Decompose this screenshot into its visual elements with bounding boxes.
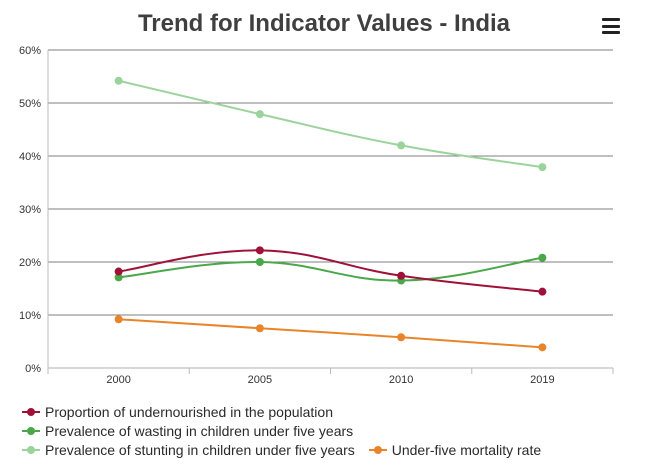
y-tick-label: 40% xyxy=(19,151,41,163)
data-point[interactable] xyxy=(397,141,406,150)
y-tick-label: 20% xyxy=(19,257,41,269)
y-tick-label: 0% xyxy=(25,363,41,375)
legend-item-stunting[interactable]: Prevalence of stunting in children under… xyxy=(22,442,355,458)
data-point[interactable] xyxy=(114,76,123,85)
legend-item-mortality[interactable]: Under-five mortality rate xyxy=(368,441,542,458)
y-tick-label: 10% xyxy=(19,310,41,322)
chart-title: Trend for Indicator Values - India xyxy=(137,10,511,37)
legend-label: Under-five mortality rate xyxy=(391,441,542,458)
legend-swatch-dot xyxy=(27,407,35,416)
menu-bar xyxy=(602,31,620,34)
y-axis-ticks: 0% 10% 20% 30% 40% 50% 60% xyxy=(19,45,41,375)
data-point[interactable] xyxy=(255,258,264,266)
legend-swatch xyxy=(22,445,40,455)
x-tick-label: 2010 xyxy=(389,374,413,386)
legend-item-wasting[interactable]: Prevalence of wasting in children under … xyxy=(22,423,353,439)
legend-swatch-dot xyxy=(373,445,382,454)
data-point[interactable] xyxy=(114,273,123,282)
legend-label: Proportion of undernourished in the popu… xyxy=(45,403,333,420)
legend-swatch-dot xyxy=(27,426,35,435)
legend-swatch-dot xyxy=(27,445,35,454)
legend-swatch xyxy=(22,407,40,417)
chart-area: 0% 10% 20% 30% 40% 50% 60% 2000 2005 2010 2019 xyxy=(19,45,614,386)
data-point[interactable] xyxy=(397,271,406,280)
data-point[interactable] xyxy=(397,333,406,342)
data-point[interactable] xyxy=(255,110,264,119)
data-point[interactable] xyxy=(538,163,547,172)
x-tick-label: 2005 xyxy=(248,374,272,386)
y-tick-label: 50% xyxy=(19,98,41,110)
series-line xyxy=(118,249,543,293)
data-point[interactable] xyxy=(255,246,264,255)
legend: Proportion of undernourished in the popu… xyxy=(22,402,555,459)
data-point[interactable] xyxy=(538,287,547,296)
legend-swatch xyxy=(22,426,40,436)
data-point[interactable] xyxy=(114,315,123,324)
series-line xyxy=(118,256,543,282)
legend-item-undernourished[interactable]: Proportion of undernourished in the popu… xyxy=(22,404,333,420)
menu-bar xyxy=(602,24,620,28)
data-point[interactable] xyxy=(255,324,264,333)
series-line xyxy=(118,318,543,349)
data-point[interactable] xyxy=(114,267,123,276)
data-point[interactable] xyxy=(538,343,547,352)
legend-label: Prevalence of stunting in children under… xyxy=(45,441,355,458)
x-tick-label: 2019 xyxy=(530,374,554,386)
legend-swatch xyxy=(368,445,387,455)
series-layer xyxy=(114,76,547,352)
legend-label: Prevalence of wasting in children under … xyxy=(45,422,354,439)
x-tick-label: 2000 xyxy=(106,374,130,386)
x-axis: 2000 2005 2010 2019 xyxy=(47,50,614,386)
y-tick-label: 30% xyxy=(19,204,41,216)
data-point[interactable] xyxy=(538,253,547,262)
series-line xyxy=(118,79,543,169)
hamburger-icon[interactable] xyxy=(600,15,622,37)
y-tick-label: 60% xyxy=(19,45,41,57)
menu-bar xyxy=(602,18,620,21)
